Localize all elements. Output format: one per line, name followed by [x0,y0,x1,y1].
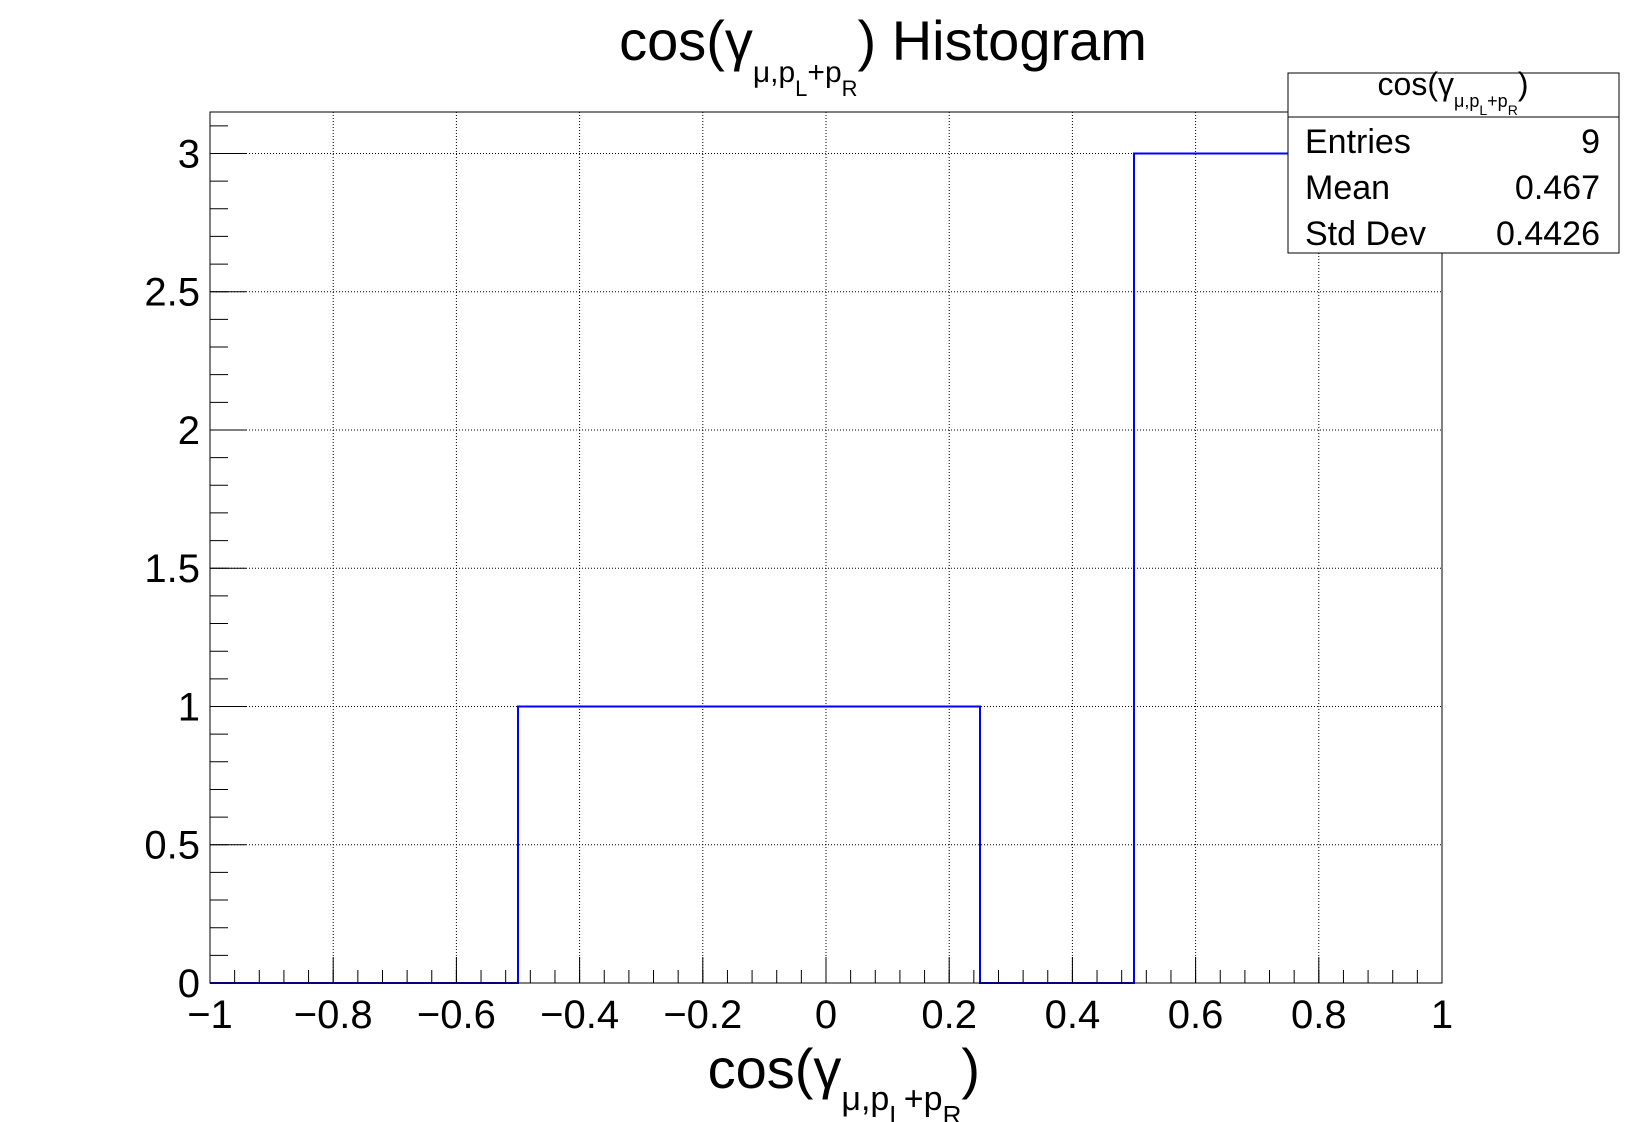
y-tick-label: 1 [178,685,200,729]
chart-title: cos(γμ,pL+pR) Histogram [619,9,1147,101]
stats-row-value: 0.4426 [1496,215,1600,253]
stats-title-sub-c: +p [1487,91,1508,111]
stats-title-suffix: ) [1518,66,1529,102]
x-tick-label: −0.6 [417,993,496,1037]
y-tick-label: 3 [178,132,200,176]
x-tick-label: 0 [815,993,837,1037]
chart-title-sub-a: μ,p [753,56,795,89]
y-axis-tick-labels: 0 0.5 1 1.5 2 2.5 3 [144,132,200,1006]
stats-row-label: Std Dev [1305,215,1426,253]
x-axis-label-sub-c: +p [904,1080,943,1118]
chart-title-suffix: ) Histogram [858,9,1147,72]
histogram-bin [1134,153,1288,983]
stats-row-value: 9 [1581,123,1600,161]
x-axis-label: cos(γμ,pL+pR) [708,1037,980,1122]
stats-title-sub-b: L [1479,102,1487,118]
x-tick-label: 0.4 [1045,993,1101,1037]
stats-box-title: cos(γμ,pL+pR) [1378,66,1529,118]
stats-title-prefix: cos(γ [1378,66,1454,102]
x-axis-tick-labels: −1 −0.8 −0.6 −0.4 −0.2 0 0.2 0.4 0.6 0.8 1 [187,993,1453,1037]
chart-title-prefix: cos(γ [619,9,753,72]
x-tick-label: −1 [187,993,233,1037]
chart-title-sub-c: +p [807,56,841,89]
x-axis-label-sub-a: μ,p [841,1080,889,1118]
x-tick-label: −0.2 [663,993,742,1037]
y-tick-label: 1.5 [144,547,200,591]
x-axis-label-sub-b: L [889,1100,903,1122]
stats-rows: Entries 9 Mean 0.467 Std Dev 0.4426 [1305,123,1600,253]
stats-row-label: Entries [1305,123,1411,161]
chart-title-sub-b: L [795,76,807,101]
x-tick-label: −0.8 [294,993,373,1037]
stats-row-label: Mean [1305,169,1390,207]
x-axis-label-suffix: ) [961,1037,980,1100]
x-tick-label: 0.6 [1168,993,1224,1037]
stats-title-sub-a: μ,p [1454,91,1479,111]
y-tick-label: 2.5 [144,271,200,315]
chart-title-sub-d: R [842,76,858,101]
histogram-bin [672,706,826,983]
y-tick-label: 2 [178,409,200,453]
axis-ticks [209,125,1443,984]
stats-title-sub-d: R [1508,102,1518,118]
stats-box: cos(γμ,pL+pR) Entries 9 Mean 0.467 Std Dev 0.… [1287,66,1620,254]
x-tick-label: 0.2 [921,993,977,1037]
y-tick-label: 0.5 [144,824,200,868]
x-axis-label-prefix: cos(γ [708,1037,842,1100]
stats-box-frame [1287,72,1620,254]
plot-grid [209,112,1443,984]
x-tick-label: 0.8 [1291,993,1347,1037]
stats-row-value: 0.467 [1515,169,1600,207]
y-tick-label: 0 [178,962,200,1006]
x-tick-label: −0.4 [540,993,619,1037]
x-tick-label: 1 [1431,993,1453,1037]
x-axis-label-sub-d: R [943,1100,962,1122]
